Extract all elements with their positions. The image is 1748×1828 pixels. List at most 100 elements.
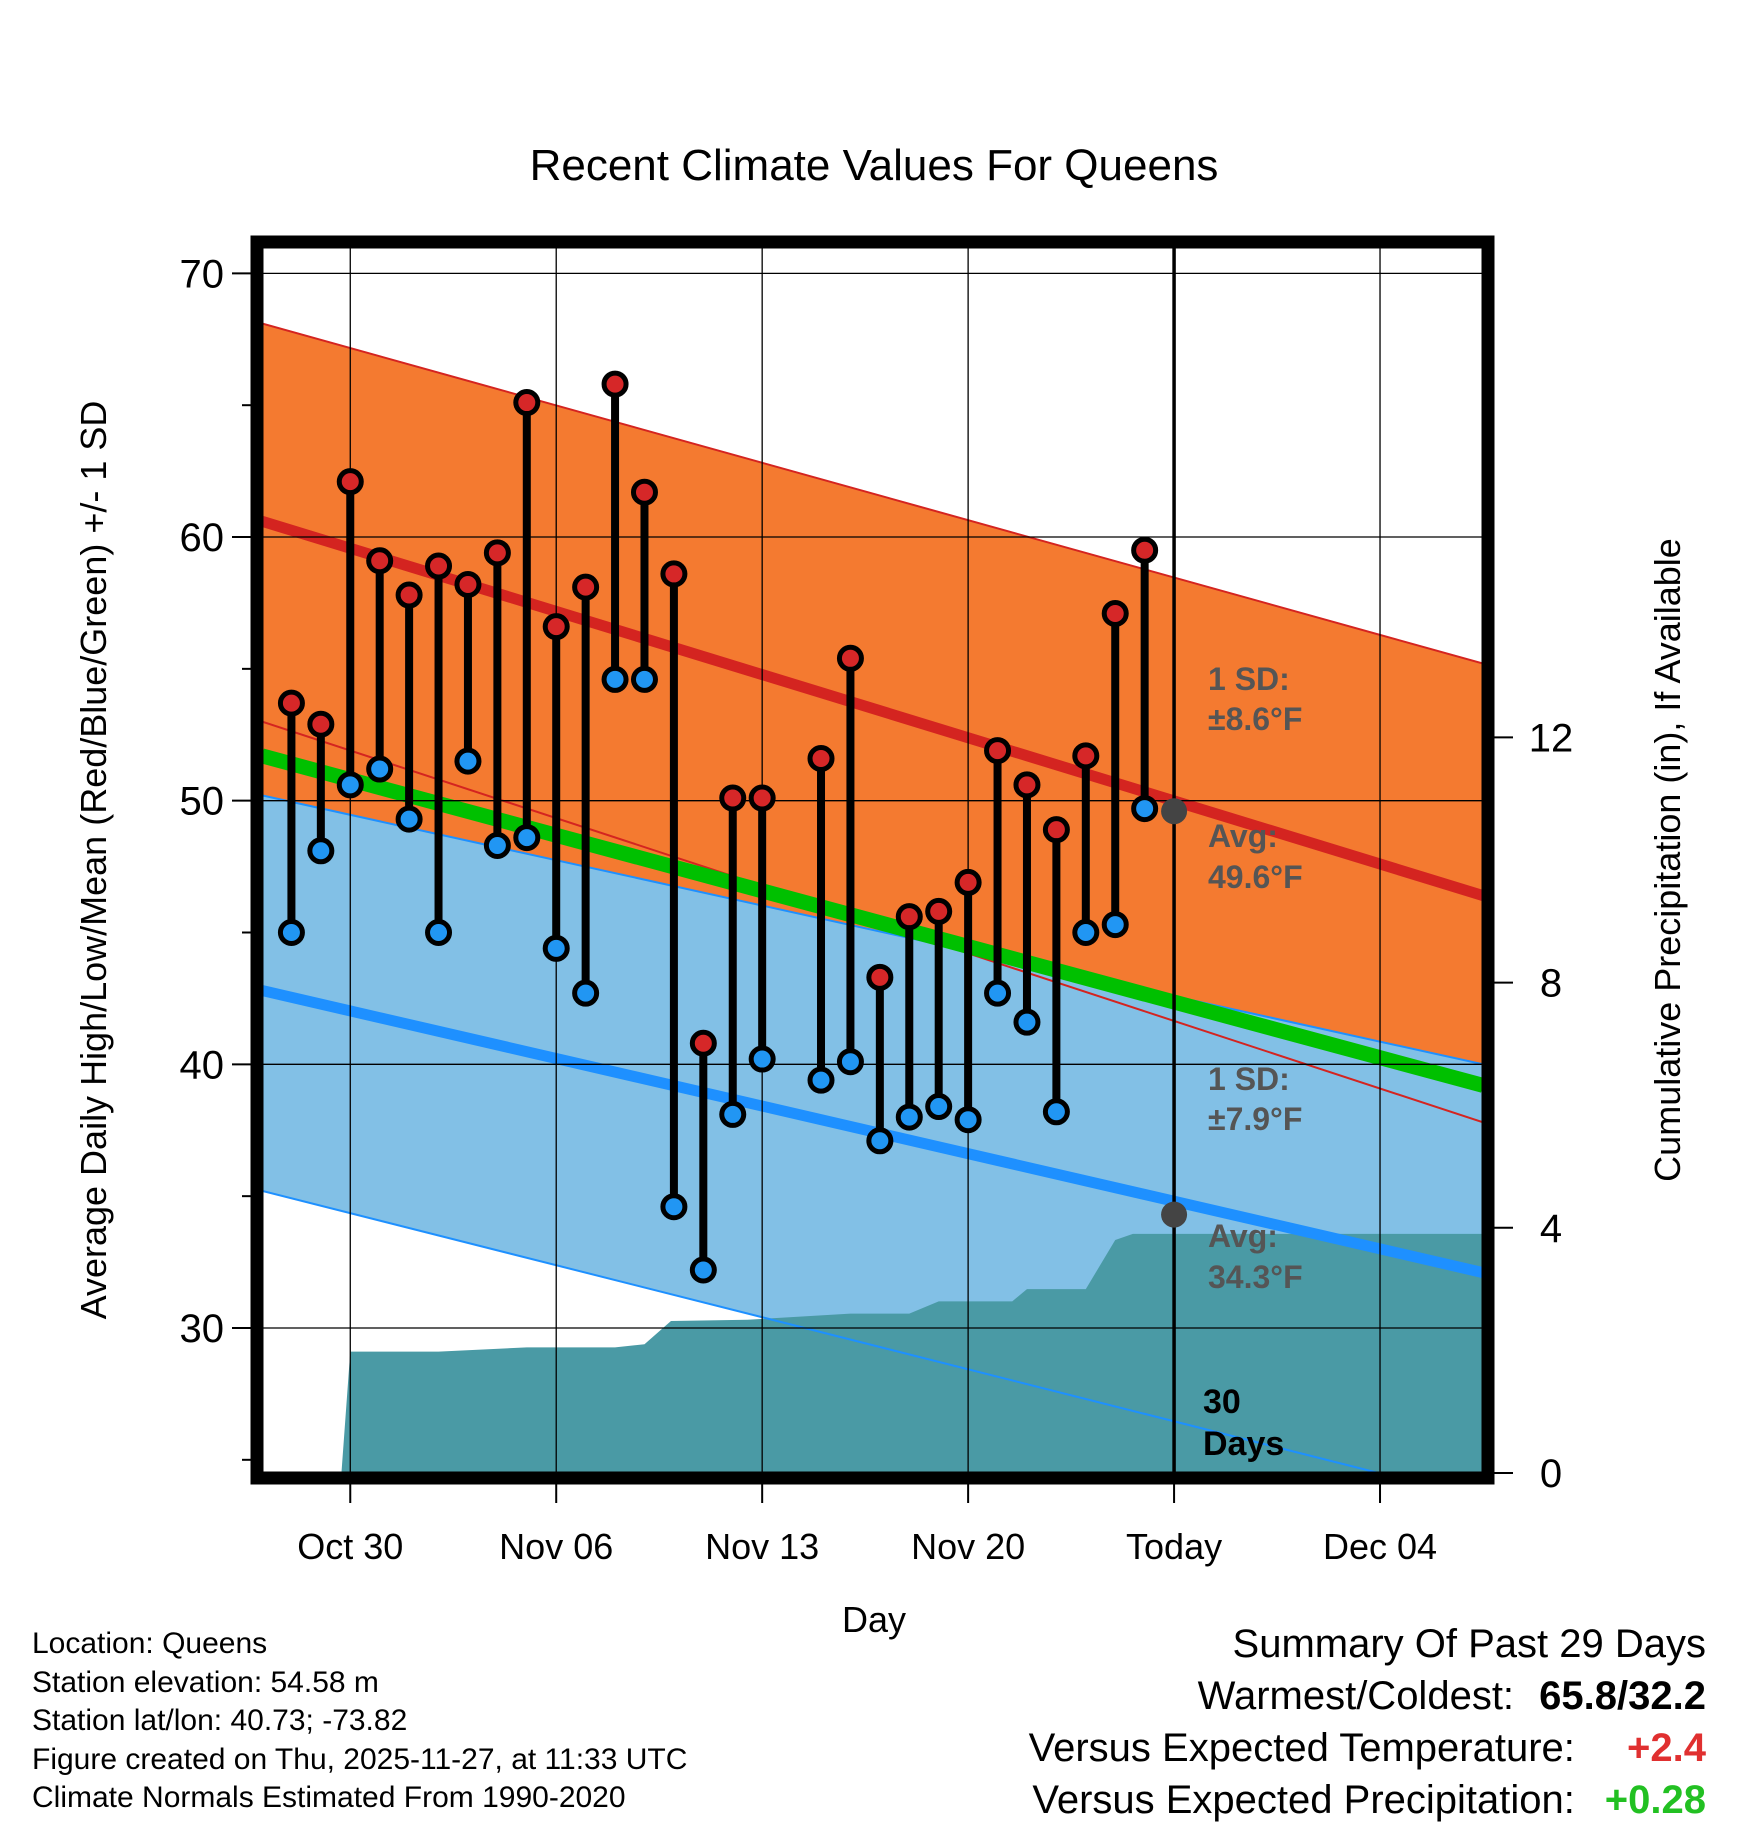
high-temp-point: [630, 478, 658, 506]
created-text: Figure created on Thu, 2025-11-27, at 11…: [32, 1742, 688, 1776]
low-temp-point: [954, 1106, 982, 1134]
low-temp-point: [601, 665, 629, 693]
x-tick-label: Nov 13: [705, 1526, 819, 1567]
high-temp-point: [366, 547, 394, 575]
x-tick-label: Dec 04: [1323, 1526, 1437, 1567]
y2-tick-label: 4: [1540, 1207, 1562, 1251]
y-tick-label: 70: [180, 252, 225, 296]
high-temp-point: [513, 389, 541, 417]
low-temp-point: [630, 665, 658, 693]
high-temp-point: [954, 868, 982, 896]
low-temp-point: [454, 747, 482, 775]
y-axis-label: Average Daily High/Low/Mean (Red/Blue/Gr…: [73, 401, 114, 1320]
warmest-coldest-row: Warmest/Coldest: 65.8/32.2: [1029, 1670, 1706, 1722]
high-temp-point: [336, 468, 364, 496]
low-temp-point: [895, 1103, 923, 1131]
high-temp-point: [277, 689, 305, 717]
y2-tick-label: 0: [1540, 1452, 1562, 1496]
low-temp-point: [807, 1066, 835, 1094]
high-temp-point: [1131, 536, 1159, 564]
today-high-normal-marker: [1161, 798, 1188, 825]
latlon-text: Station lat/lon: 40.73; -73.82: [32, 1704, 408, 1737]
low-temp-point: [513, 824, 541, 852]
low-temp-point: [1131, 795, 1159, 823]
low-upper-line: [262, 794, 1483, 1066]
low-temp-point: [748, 1045, 776, 1073]
precip-anomaly-row: Versus Expected Precipitation: +0.28: [1029, 1774, 1706, 1826]
climate-chart: 1 SD: ±8.6°F Avg: 49.6°F 1 SD: ±7.9°F Avg: 34.3…: [73, 141, 1688, 1640]
low-temp-point: [719, 1100, 747, 1128]
low-temp-point: [836, 1048, 864, 1076]
high-temp-point: [895, 903, 923, 931]
high-temp-point: [807, 744, 835, 772]
low-temp-point: [1013, 1008, 1041, 1036]
high-temp-point: [1013, 771, 1041, 799]
low-temp-point: [277, 919, 305, 947]
low-sd-title: 1 SD:: [1208, 1061, 1290, 1097]
low-temp-point: [866, 1127, 894, 1155]
high-temp-point: [748, 784, 776, 812]
today-days-label-line2: Days: [1203, 1425, 1284, 1463]
high-temp-point: [483, 539, 511, 567]
low-temp-point: [483, 831, 511, 859]
high-temp-point: [836, 644, 864, 672]
high-sd-band: [262, 323, 1483, 1065]
low-temp-point: [395, 805, 423, 833]
normals-text: Climate Normals Estimated From 1990-2020: [32, 1781, 626, 1814]
low-sd-value: ±7.9°F: [1208, 1101, 1302, 1137]
high-temp-point: [925, 897, 953, 925]
y2-tick-label: 8: [1540, 962, 1562, 1006]
high-avg-value: 49.6°F: [1208, 859, 1303, 895]
plot-frame: [250, 235, 1495, 1485]
y-tick-label: 40: [180, 1043, 225, 1087]
low-temp-point: [366, 755, 394, 783]
temp-anomaly-label: Versus Expected Temperature:: [1028, 1726, 1575, 1770]
x-tick-label: Nov 20: [911, 1526, 1025, 1567]
y-tick-label: 30: [180, 1307, 225, 1351]
temp-anomaly-row: Versus Expected Temperature: +2.4: [1029, 1722, 1706, 1774]
today-days-label-line1: 30: [1203, 1383, 1241, 1421]
low-temp-point: [1101, 911, 1129, 939]
low-temp-point: [542, 934, 570, 962]
high-temp-point: [1042, 816, 1070, 844]
x-tick-label: Nov 06: [499, 1526, 613, 1567]
high-temp-point: [454, 570, 482, 598]
low-temp-point: [572, 979, 600, 1007]
high-temp-point: [572, 573, 600, 601]
low-temp-point: [307, 837, 335, 865]
warmest-coldest-label: Warmest/Coldest:: [1197, 1674, 1515, 1718]
temp-anomaly-value: +2.4: [1627, 1726, 1706, 1770]
precip-anomaly-label: Versus Expected Precipitation:: [1032, 1778, 1575, 1822]
low-temp-point: [336, 771, 364, 799]
high-temp-point: [307, 710, 335, 738]
low-lower-line: [262, 1189, 1383, 1473]
low-temp-point: [689, 1256, 717, 1284]
high-temp-point: [660, 560, 688, 588]
precip-anomaly-value: +0.28: [1604, 1778, 1706, 1822]
location-info: Location: Queens Station elevation: 54.5…: [32, 1625, 687, 1818]
y-tick-label: 60: [180, 516, 225, 560]
summary-title: Summary Of Past 29 Days: [1232, 1622, 1706, 1666]
low-temp-point: [1072, 919, 1100, 947]
high-upper-line: [262, 322, 1483, 665]
low-temp-point: [660, 1193, 688, 1221]
low-avg-value: 34.3°F: [1208, 1259, 1303, 1295]
y-tick-label: 50: [180, 780, 225, 824]
low-avg-title: Avg:: [1208, 1218, 1278, 1254]
low-temp-point: [1042, 1098, 1070, 1126]
high-avg-title: Avg:: [1208, 818, 1278, 854]
high-temp-point: [1072, 742, 1100, 770]
plot-area: [262, 247, 1483, 1473]
chart-title: Recent Climate Values For Queens: [530, 141, 1219, 190]
y2-tick-label: 12: [1529, 716, 1574, 760]
y2-axis-label: Cumulative Precipitation (in), If Availa…: [1647, 538, 1688, 1182]
low-temp-point: [984, 979, 1012, 1007]
high-temp-point: [719, 784, 747, 812]
x-tick-label: Today: [1126, 1526, 1222, 1567]
today-low-normal-marker: [1161, 1201, 1188, 1228]
high-temp-point: [689, 1029, 717, 1057]
high-sd-value: ±8.6°F: [1208, 701, 1302, 737]
high-temp-point: [866, 963, 894, 991]
location-text: Location: Queens: [32, 1627, 268, 1660]
low-temp-point: [925, 1093, 953, 1121]
